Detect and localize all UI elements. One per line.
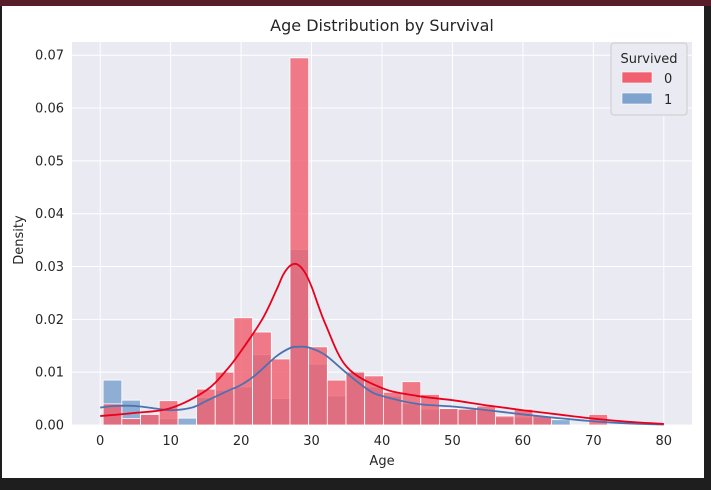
bar-survived-0-3	[158, 400, 179, 426]
bar-survived-0-12	[326, 379, 347, 426]
y-axis-label: Density	[12, 215, 27, 265]
y-tick-label-5: 0.05	[35, 154, 64, 169]
x-tick-label-7: 70	[585, 434, 602, 449]
legend-title: Survived	[620, 52, 677, 67]
bar-survived-0-11	[308, 346, 328, 426]
x-axis-ticks: 0 10 20 30 40 50 60 70 80	[96, 434, 672, 449]
y-axis-ticks: 0.00 0.01 0.02 0.03 0.04 0.05 0.06 0.07	[35, 49, 64, 434]
legend-swatch-0	[621, 71, 653, 84]
legend-label-1: 1	[664, 93, 672, 108]
bar-survived-0-10	[289, 57, 310, 426]
x-tick-label-2: 20	[233, 434, 250, 449]
y-tick-label-1: 0.01	[35, 366, 64, 381]
bar-survived-0-2	[140, 414, 160, 426]
x-tick-label-1: 10	[162, 434, 179, 449]
x-axis-label: Age	[369, 454, 394, 469]
legend: Survived 0 1	[610, 42, 688, 116]
legend-swatch-1	[621, 92, 653, 105]
figure-canvas: 0 10 20 30 40 50 60 70 80 0.00 0.01 0.02 0.03 0.04 0.…	[2, 6, 704, 478]
legend-label-0: 0	[664, 72, 672, 87]
y-tick-label-3: 0.03	[35, 260, 64, 275]
kde-line-survived-0	[100, 262, 664, 425]
bar-survived-0-19	[457, 408, 478, 426]
bar-survived-0-8	[252, 331, 272, 426]
x-tick-label-5: 50	[444, 434, 461, 449]
bar-survived-0-21	[495, 415, 515, 426]
x-tick-label-6: 60	[515, 434, 532, 449]
bar-survived-0-14	[364, 375, 384, 426]
age-distribution-chart: 0 10 20 30 40 50 60 70 80 0.000.010.020.030.040.…	[12, 16, 692, 469]
window-top-bar	[0, 0, 711, 6]
x-tick-label-0: 0	[96, 434, 104, 449]
chart-title: Age Distribution by Survival	[270, 16, 494, 35]
bar-survived-1-4	[177, 417, 197, 426]
bars-survived-0	[102, 57, 608, 426]
bar-survived-0-1	[121, 418, 141, 426]
bar-survived-0-18	[439, 408, 459, 426]
x-tick-label-8: 80	[656, 434, 673, 449]
y-tick-label-4: 0.04	[35, 207, 64, 222]
y-tick-label-2: 0.02	[35, 313, 64, 328]
y-tick-label-0: 0.00	[35, 419, 64, 434]
kde-curves	[100, 262, 664, 426]
y-tick-label-7: 0.07	[35, 49, 64, 64]
kde-line-survived-1	[100, 345, 664, 426]
bar-survived-1-24	[551, 419, 571, 426]
y-tick-label-6: 0.06	[35, 102, 64, 117]
bar-survived-0-7	[233, 317, 253, 426]
bar-survived-0-9	[270, 358, 291, 426]
x-tick-label-4: 40	[374, 434, 391, 449]
x-tick-label-3: 30	[303, 434, 320, 449]
